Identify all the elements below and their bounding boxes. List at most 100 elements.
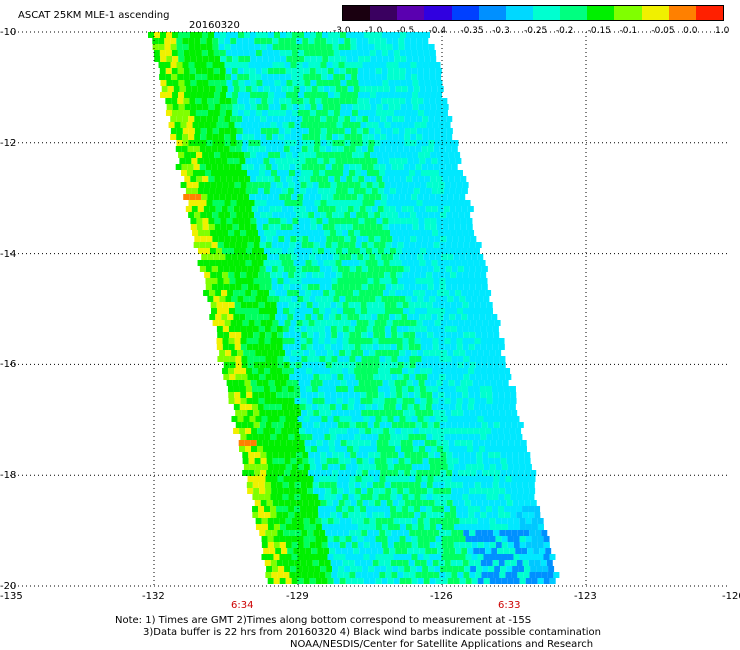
swath-cell [303, 416, 310, 422]
swath-cell [343, 572, 350, 578]
swath-cell [409, 356, 416, 362]
swath-cell [209, 206, 216, 212]
swath-cell [183, 110, 190, 116]
swath-cell [410, 320, 417, 326]
swath-cell [206, 140, 213, 146]
swath-cell [367, 530, 374, 536]
swath-cell [370, 104, 377, 110]
swath-cell [415, 356, 422, 362]
swath-cell [467, 206, 474, 212]
swath-cell [511, 530, 518, 536]
swath-cell [207, 74, 214, 80]
swath-cell [317, 188, 324, 194]
swath-cell [415, 362, 422, 368]
swath-cell [416, 116, 423, 122]
swath-cell [236, 140, 243, 146]
swath-cell [422, 140, 429, 146]
swath-cell [254, 134, 261, 140]
swath-cell [452, 470, 459, 476]
swath-cell [463, 332, 470, 338]
swath-cell [446, 200, 453, 206]
swath-cell [462, 344, 469, 350]
swath-cell [459, 296, 466, 302]
swath-cell [361, 242, 368, 248]
swath-cell [317, 314, 324, 320]
swath-cell [302, 236, 309, 242]
swath-cell [227, 290, 234, 296]
swath-cell [498, 560, 505, 566]
swath-cell [339, 74, 346, 80]
swath-cell [269, 290, 276, 296]
swath-cell [338, 470, 345, 476]
swath-cell [274, 440, 281, 446]
swath-cell [404, 38, 411, 44]
swath-cell [338, 212, 345, 218]
swath-cell [398, 140, 405, 146]
swath-cell [384, 326, 391, 332]
swath-cell [387, 68, 394, 74]
swath-cell [450, 326, 457, 332]
swath-cell [223, 332, 230, 338]
swath-cell [279, 74, 286, 80]
swath-cell [453, 416, 460, 422]
swath-cell [263, 314, 270, 320]
swath-cell [334, 176, 341, 182]
swath-cell [259, 422, 266, 428]
swath-cell [276, 182, 283, 188]
swath-cell [375, 98, 382, 104]
swath-cell [197, 260, 204, 266]
swath-cell [319, 242, 326, 248]
swath-cell [271, 146, 278, 152]
swath-cell [322, 218, 329, 224]
swath-cell [341, 158, 348, 164]
swath-cell [376, 440, 383, 446]
swath-cell [351, 68, 358, 74]
swath-cell [435, 464, 442, 470]
swath-cell [354, 344, 361, 350]
swath-cell [436, 104, 443, 110]
swath-cell [213, 110, 220, 116]
swath-cell [269, 188, 276, 194]
swath-cell [426, 272, 433, 278]
swath-cell [295, 266, 302, 272]
swath-cell [199, 266, 206, 272]
swath-cell [435, 98, 442, 104]
swath-cell [191, 158, 198, 164]
swath-cell [363, 110, 370, 116]
swath-cell [396, 230, 403, 236]
swath-cell [350, 470, 357, 476]
swath-cell [384, 122, 391, 128]
swath-cell [164, 38, 171, 44]
swath-cell [373, 362, 380, 368]
swath-cell [475, 242, 482, 248]
swath-cell [264, 344, 271, 350]
swath-cell [454, 224, 461, 230]
swath-cell [416, 200, 423, 206]
swath-cell [391, 476, 398, 482]
swath-cell [211, 266, 218, 272]
swath-cell [346, 176, 353, 182]
swath-cell [223, 284, 230, 290]
swath-cell [304, 104, 311, 110]
swath-cell [354, 482, 361, 488]
swath-cell [380, 116, 387, 122]
swath-cell [443, 548, 450, 554]
swath-cell [458, 212, 465, 218]
swath-cell [267, 464, 274, 470]
swath-cell [418, 56, 425, 62]
swath-cell [381, 110, 388, 116]
swath-cell [368, 128, 375, 134]
swath-cell [412, 80, 419, 86]
swath-cell [412, 104, 419, 110]
swath-cell [474, 344, 481, 350]
swath-cell [324, 494, 331, 500]
swath-cell [401, 158, 408, 164]
swath-cell [431, 206, 438, 212]
swath-cell [303, 518, 310, 524]
swath-cell [335, 314, 342, 320]
swath-cell [321, 110, 328, 116]
swath-cell [343, 332, 350, 338]
swath-cell [232, 32, 238, 38]
swath-cell [177, 68, 184, 74]
swath-cell [303, 98, 310, 104]
